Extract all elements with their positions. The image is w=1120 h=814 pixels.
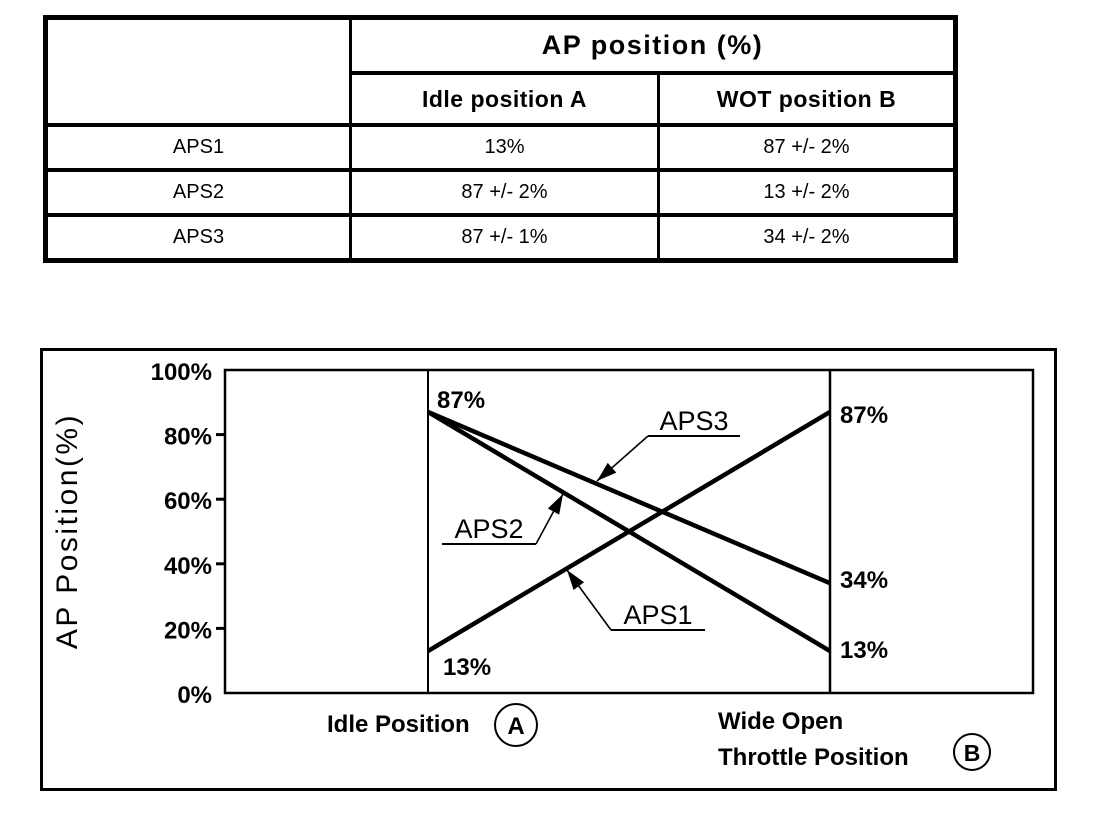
callout-arrowhead-icon bbox=[567, 570, 585, 590]
y-tick-label: 100% bbox=[151, 359, 212, 386]
point-label: 13% bbox=[443, 654, 491, 681]
circled-b-letter: B bbox=[964, 740, 981, 766]
point-label: 34% bbox=[840, 567, 888, 594]
aps1-wot-value: 87 +/- 2% bbox=[657, 123, 957, 172]
row-label-aps3: APS3 bbox=[44, 213, 352, 263]
ap-position-chart-svg: 100% 80% 60% 40% 20% 0% 87% 13% 87% 34% 13% APS1 APS… bbox=[40, 348, 1057, 791]
aps3-idle-value: 87 +/- 1% bbox=[349, 213, 660, 263]
series-callout-label-aps3: APS3 bbox=[659, 406, 728, 436]
table-header-row-1: AP position (%) bbox=[44, 15, 957, 127]
x-axis-label-idle: Idle Position bbox=[327, 711, 470, 738]
aps3-wot-value: 34 +/- 2% bbox=[657, 213, 957, 263]
aps-position-table: AP position (%) Idle position A WOT posi… bbox=[43, 15, 958, 263]
figure-border bbox=[40, 348, 1057, 791]
table-row: APS1 13% 87 +/- 2% bbox=[44, 123, 957, 172]
x-axis-label-wot-line2: Throttle Position bbox=[718, 744, 909, 771]
point-label: 13% bbox=[840, 637, 888, 664]
series-line-aps3 bbox=[427, 409, 831, 586]
callout-arrowhead-icon bbox=[547, 494, 563, 515]
circled-b-icon bbox=[953, 733, 991, 771]
plot-frame bbox=[223, 368, 1035, 695]
table-header-row-2: Idle position A WOT position B bbox=[46, 71, 957, 127]
row-label-aps1: APS1 bbox=[44, 123, 352, 172]
series-line-aps2 bbox=[426, 410, 832, 653]
ap-position-chart: 100% 80% 60% 40% 20% 0% 87% 13% 87% 34% 13% APS1 APS… bbox=[40, 348, 1057, 791]
table-header-wot-position: WOT position B bbox=[657, 71, 957, 127]
point-label: 87% bbox=[437, 387, 485, 414]
table-header-ap-position: AP position (%) bbox=[349, 15, 957, 75]
row-label-aps2: APS2 bbox=[44, 168, 352, 217]
circled-a-letter: A bbox=[507, 713, 524, 740]
y-axis-title: AP Position(%) bbox=[51, 413, 84, 649]
point-label: 87% bbox=[840, 402, 888, 429]
y-tick-label: 40% bbox=[164, 553, 212, 580]
series-callout-label-aps2: APS2 bbox=[454, 514, 523, 544]
callout-arrowhead-icon bbox=[597, 462, 617, 481]
table-header-idle-position: Idle position A bbox=[349, 71, 660, 127]
y-tick-label: 60% bbox=[164, 488, 212, 515]
aps2-idle-value: 87 +/- 2% bbox=[349, 168, 660, 217]
circled-a-icon bbox=[494, 703, 538, 747]
table-row: APS2 87 +/- 2% 13 +/- 2% bbox=[44, 168, 957, 217]
y-tick-label: 20% bbox=[164, 617, 212, 644]
series-callout-label-aps1: APS1 bbox=[623, 600, 692, 630]
table-row: APS3 87 +/- 1% 34 +/- 2% bbox=[44, 213, 957, 263]
aps1-idle-value: 13% bbox=[349, 123, 660, 172]
table-corner-cell bbox=[44, 15, 352, 127]
y-tick-label: 80% bbox=[164, 424, 212, 451]
y-tick-label: 0% bbox=[177, 682, 212, 709]
aps2-wot-value: 13 +/- 2% bbox=[657, 168, 957, 217]
x-axis-label-wot-line1: Wide Open bbox=[718, 708, 843, 735]
